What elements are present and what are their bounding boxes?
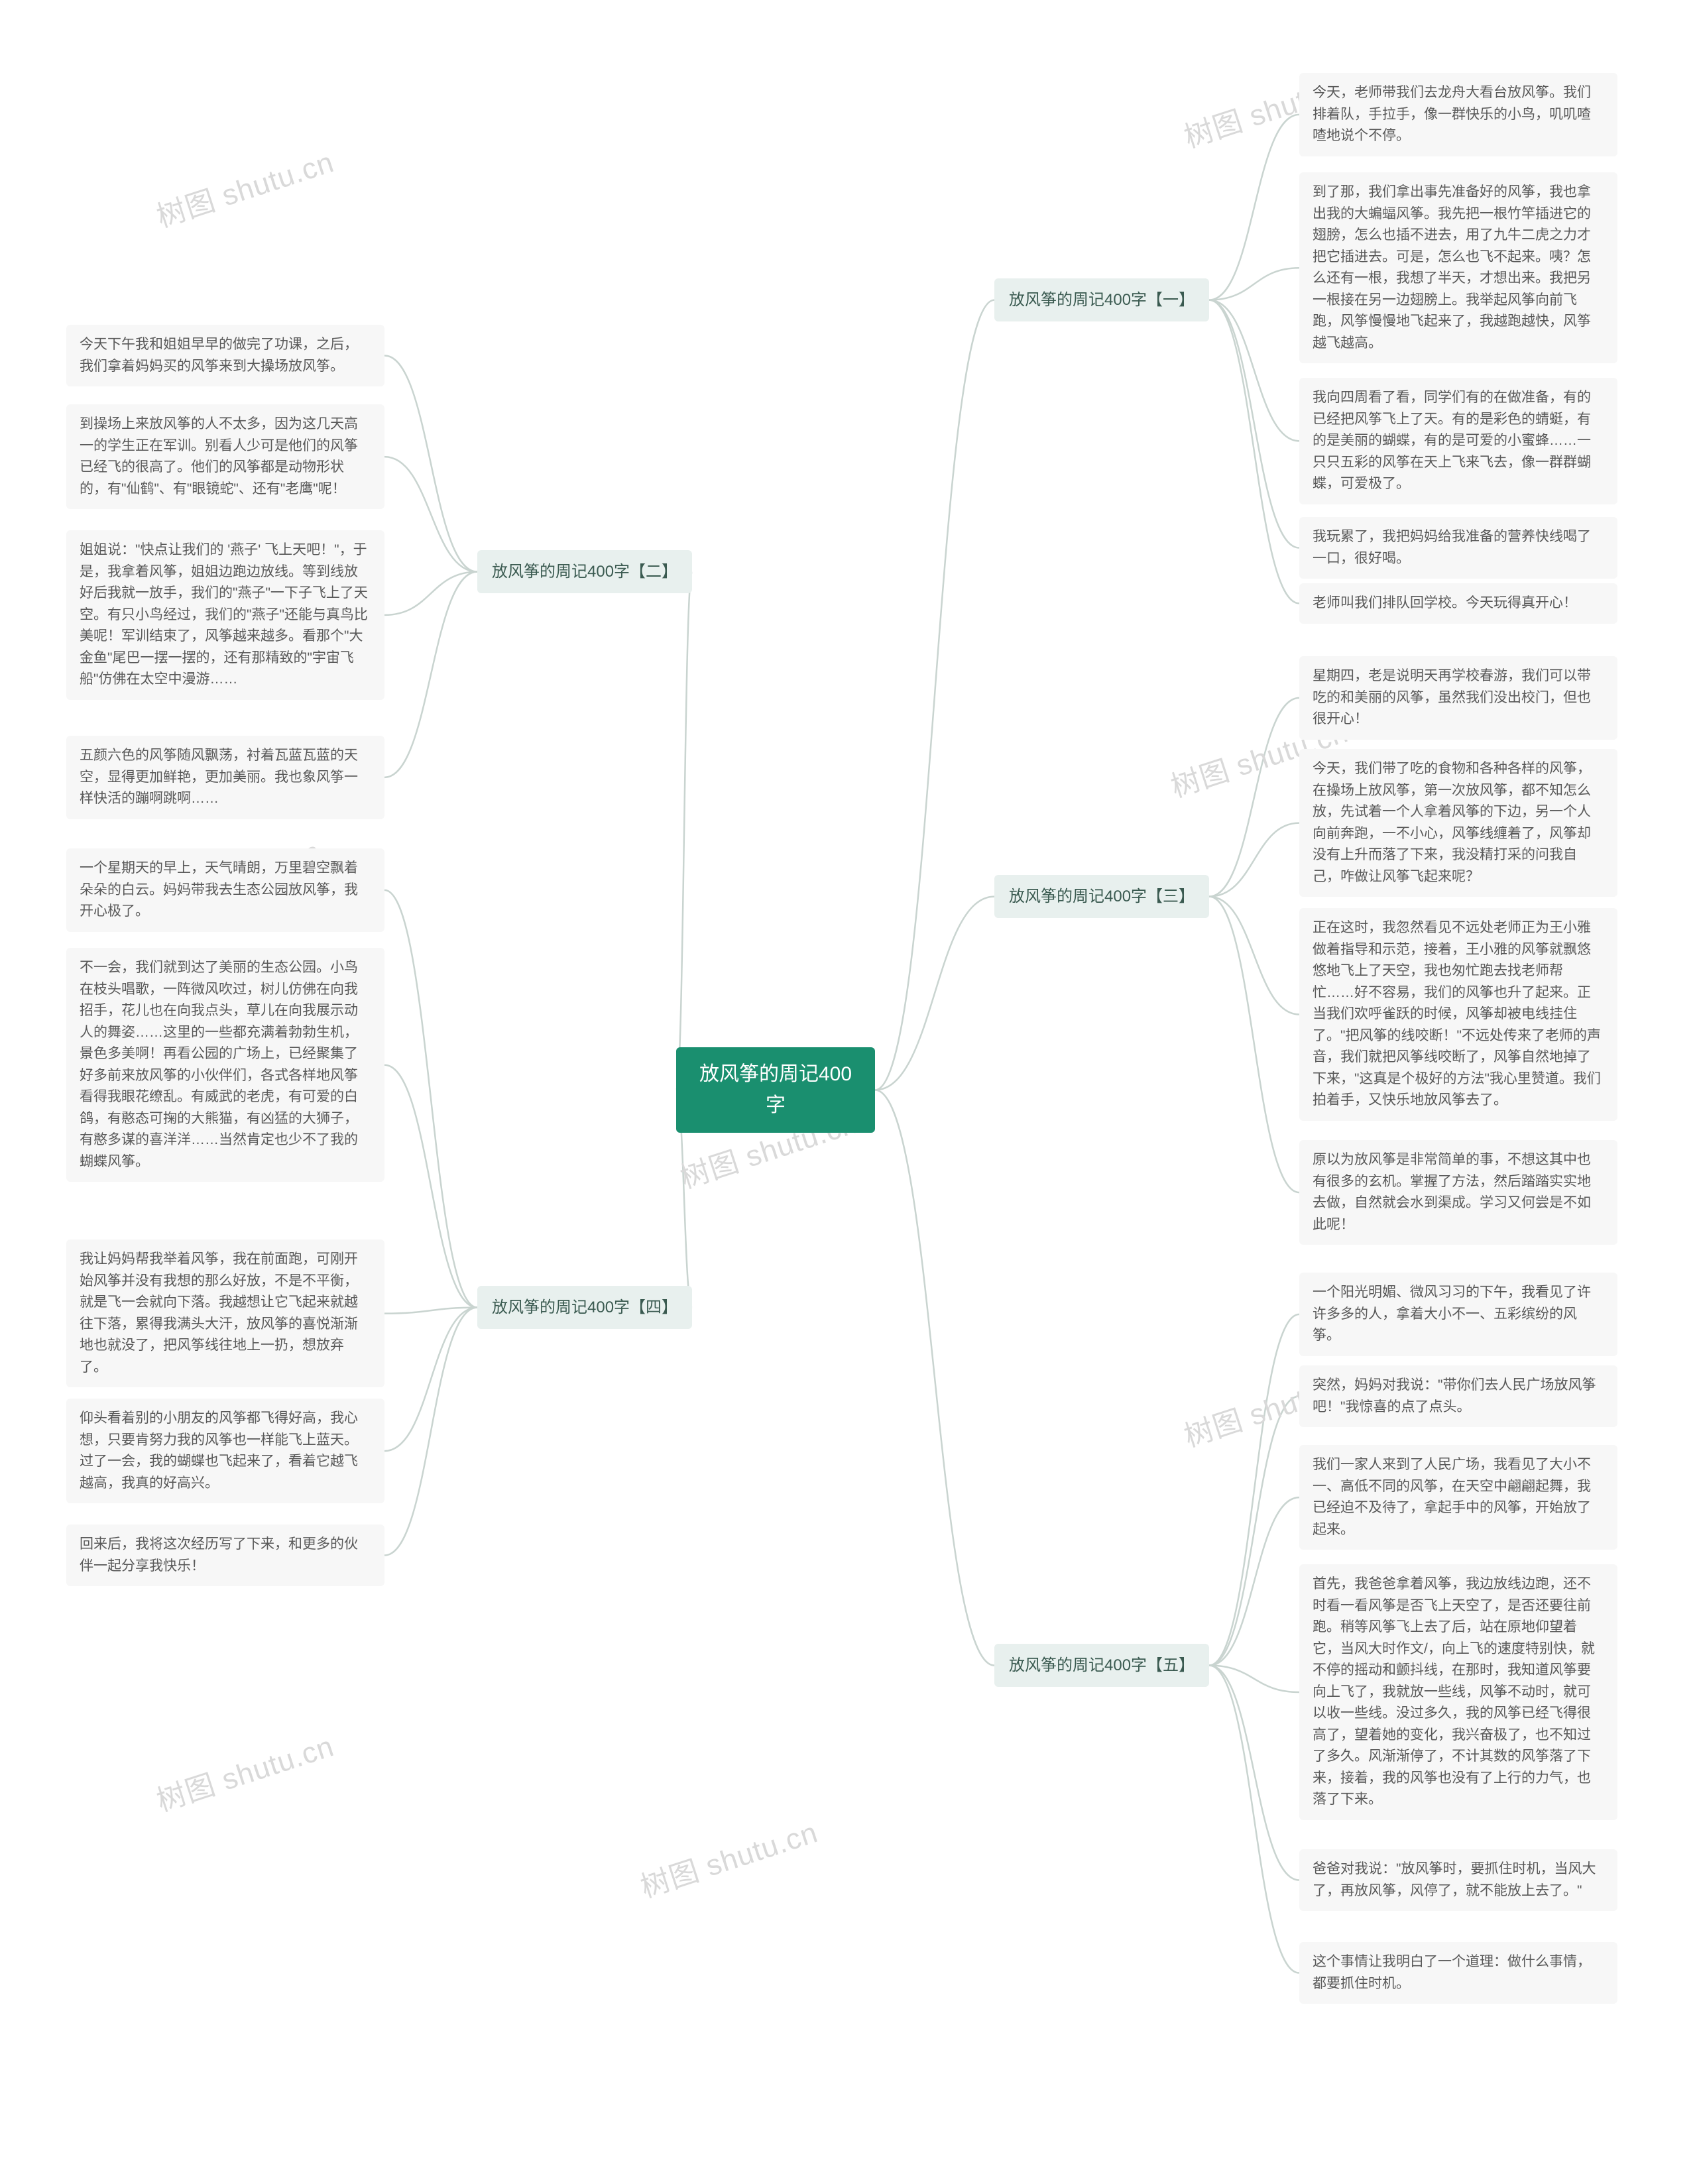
mindmap-root: 放风筝的周记400字 (676, 1047, 875, 1133)
branch-node: 放风筝的周记400字【五】 (994, 1644, 1209, 1687)
leaf-node: 这个事情让我明白了一个道理：做什么事情，都要抓住时机。 (1299, 1942, 1617, 2004)
leaf-node: 正在这时，我忽然看见不远处老师正为王小雅做着指导和示范，接着，王小雅的风筝就飘悠… (1299, 908, 1617, 1121)
leaf-node: 爸爸对我说："放风筝时，要抓住时机，当风大了，再放风筝，风停了，就不能放上去了。… (1299, 1849, 1617, 1911)
branch-node: 放风筝的周记400字【一】 (994, 278, 1209, 321)
leaf-node: 今天，老师带我们去龙舟大看台放风筝。我们排着队，手拉手，像一群快乐的小鸟，叽叽喳… (1299, 73, 1617, 156)
leaf-node: 不一会，我们就到达了美丽的生态公园。小鸟在枝头唱歌，一阵微风吹过，树儿仿佛在向我… (66, 948, 384, 1182)
branch-node: 放风筝的周记400字【三】 (994, 875, 1209, 918)
leaf-node: 一个星期天的早上，天气晴朗，万里碧空飘着朵朵的白云。妈妈带我去生态公园放风筝，我… (66, 848, 384, 932)
leaf-node: 原以为放风筝是非常简单的事，不想这其中也有很多的玄机。掌握了方法，然后踏踏实实地… (1299, 1140, 1617, 1245)
leaf-node: 今天下午我和姐姐早早的做完了功课，之后，我们拿着妈妈买的风筝来到大操场放风筝。 (66, 325, 384, 386)
leaf-node: 我向四周看了看，同学们有的在做准备，有的已经把风筝飞上了天。有的是彩色的蜻蜓，有… (1299, 378, 1617, 504)
watermark: 树图 shutu.cn (150, 139, 339, 236)
branch-node: 放风筝的周记400字【二】 (477, 550, 692, 593)
leaf-node: 我让妈妈帮我举着风筝，我在前面跑，可刚开始风筝并没有我想的那么好放，不是不平衡，… (66, 1239, 384, 1387)
leaf-node: 五颜六色的风筝随风飘荡，衬着瓦蓝瓦蓝的天空，显得更加鲜艳，更加美丽。我也象风筝一… (66, 736, 384, 819)
leaf-node: 突然，妈妈对我说："带你们去人民广场放风筝吧！"我惊喜的点了点头。 (1299, 1365, 1617, 1427)
leaf-node: 一个阳光明媚、微风习习的下午，我看见了许许多多的人，拿着大小不一、五彩缤纷的风筝… (1299, 1273, 1617, 1356)
leaf-node: 老师叫我们排队回学校。今天玩得真开心！ (1299, 583, 1617, 624)
leaf-node: 姐姐说："快点让我们的 '燕子' 飞上天吧！"，于是，我拿着风筝，姐姐边跑边放线… (66, 530, 384, 700)
branch-node: 放风筝的周记400字【四】 (477, 1286, 692, 1329)
leaf-node: 我玩累了，我把妈妈给我准备的营养快线喝了一口，很好喝。 (1299, 517, 1617, 579)
leaf-node: 到操场上来放风筝的人不太多，因为这几天高一的学生正在军训。别看人少可是他们的风筝… (66, 404, 384, 509)
watermark: 树图 shutu.cn (634, 1809, 823, 1906)
leaf-node: 回来后，我将这次经历写了下来，和更多的伙伴一起分享我快乐！ (66, 1524, 384, 1586)
leaf-node: 仰头看着别的小朋友的风筝都飞得好高，我心想，只要肯努力我的风筝也一样能飞上蓝天。… (66, 1399, 384, 1503)
watermark: 树图 shutu.cn (150, 1723, 339, 1820)
leaf-node: 星期四，老是说明天再学校春游，我们可以带吃的和美丽的风筝，虽然我们没出校门，但也… (1299, 656, 1617, 740)
leaf-node: 首先，我爸爸拿着风筝，我边放线边跑，还不时看一看风筝是否飞上天空了，是否还要往前… (1299, 1564, 1617, 1820)
leaf-node: 今天，我们带了吃的食物和各种各样的风筝，在操场上放风筝，第一次放风筝，都不知怎么… (1299, 749, 1617, 897)
leaf-node: 到了那，我们拿出事先准备好的风筝，我也拿出我的大蝙蝠风筝。我先把一根竹竿插进它的… (1299, 172, 1617, 363)
leaf-node: 我们一家人来到了人民广场，我看见了大小不一、高低不同的风筝，在天空中翩翩起舞，我… (1299, 1445, 1617, 1550)
